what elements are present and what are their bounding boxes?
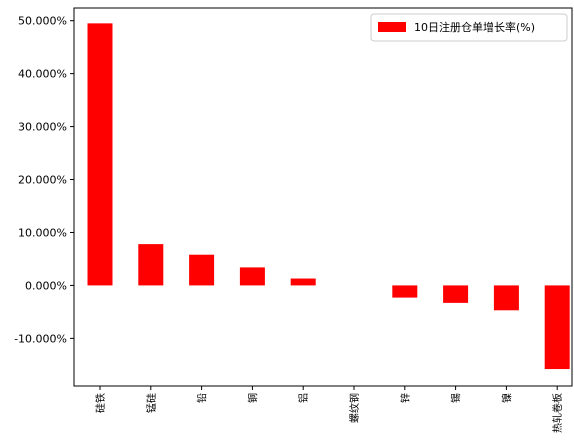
x-tick-label: 锌 — [399, 393, 412, 403]
bar-锰硅 — [138, 244, 164, 286]
plot-area — [74, 8, 572, 386]
legend-swatch — [378, 22, 406, 32]
y-tick-label: 10.000% — [18, 226, 67, 239]
x-tick-label: 锡 — [450, 393, 463, 403]
x-tick-label: 镍 — [500, 393, 513, 403]
x-tick-label: 铝 — [298, 393, 310, 403]
y-tick-label: 0.000% — [25, 279, 67, 292]
legend: 10日注册仓单增长率(%) — [370, 13, 568, 42]
x-tick-label: 铜 — [247, 393, 259, 403]
y-tick-label: -10.000% — [14, 332, 67, 345]
y-tick-label: 40.000% — [18, 68, 67, 81]
x-tick-label: 铅 — [196, 393, 209, 403]
bar-铝 — [290, 278, 316, 286]
bars-group — [87, 23, 570, 370]
bar-镍 — [493, 285, 519, 311]
y-tick-label: 30.000% — [18, 121, 67, 134]
bar-铅 — [189, 254, 215, 286]
x-axis-ticks: 硅铁 锰硅 铅 铜 铝 螺纹钢 锌 锡 镍 热轧卷板 — [94, 386, 564, 433]
x-tick-label: 硅铁 — [94, 393, 107, 413]
bar-锌 — [392, 285, 418, 298]
x-tick-label: 螺纹钢 — [348, 393, 361, 423]
bar-硅铁 — [87, 23, 113, 286]
bar-锡 — [443, 285, 469, 303]
legend-label: 10日注册仓单增长率(%) — [414, 20, 535, 34]
plot-frame — [73, 7, 573, 387]
y-axis-ticks: -10.000% 0.000% 10.000% 20.000% 30.000% 40.00… — [14, 15, 74, 345]
bar-铜 — [239, 267, 265, 286]
x-tick-label: 锰硅 — [145, 393, 158, 413]
bar-热轧卷板 — [544, 285, 570, 370]
legend-box — [370, 13, 568, 42]
y-tick-label: 50.000% — [18, 15, 67, 28]
y-tick-label: 20.000% — [18, 174, 67, 187]
x-tick-label: 热轧卷板 — [551, 393, 564, 433]
